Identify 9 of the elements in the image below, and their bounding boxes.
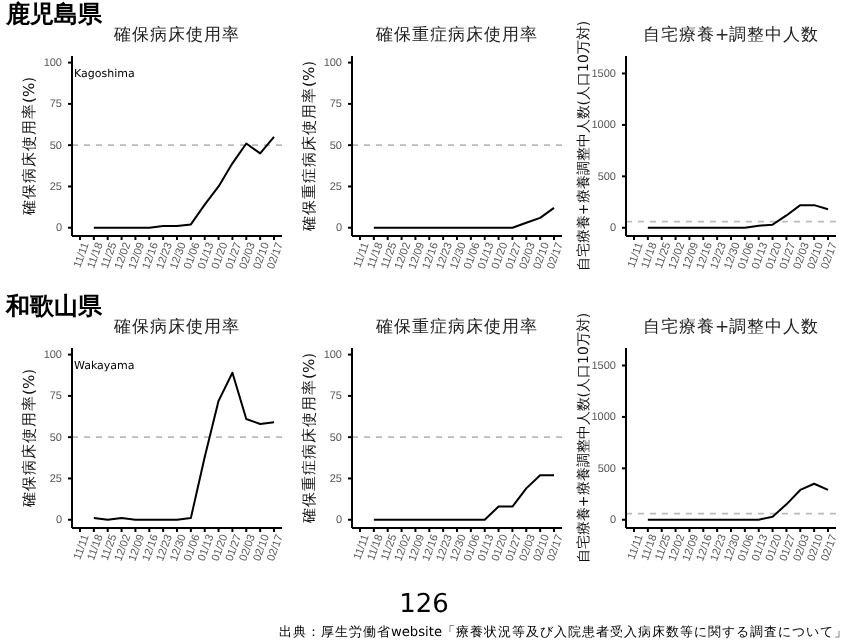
chart-title: 確保病床使用率 — [112, 24, 240, 46]
text: 126 — [399, 590, 449, 620]
text: 和歌山県 — [4, 292, 104, 320]
chart-title: 確保病床使用率 — [112, 316, 240, 338]
chart-title: 自宅療養+調整中人数 — [642, 316, 820, 338]
chart-title: 自宅療養+調整中人数 — [642, 24, 820, 46]
chart-title: 確保重症病床使用率 — [374, 24, 538, 46]
text: 鹿児島県 — [4, 0, 104, 28]
chart-title: 確保重症病床使用率 — [374, 316, 538, 338]
